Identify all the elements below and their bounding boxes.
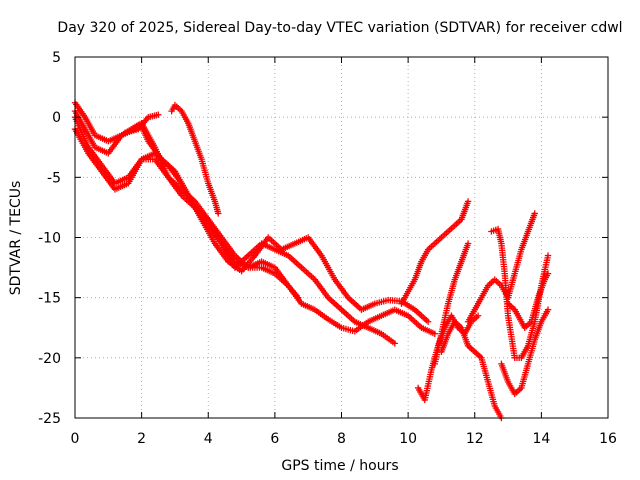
x-tick-label: 16 xyxy=(599,431,617,447)
x-tick-label: 4 xyxy=(204,431,213,447)
y-tick-label: 5 xyxy=(52,50,61,66)
chart-title: Day 320 of 2025, Sidereal Day-to-day VTE… xyxy=(57,20,622,36)
data-point xyxy=(431,330,438,337)
x-tick-label: 10 xyxy=(399,431,417,447)
data-point xyxy=(215,210,222,217)
x-axis-label: GPS time / hours xyxy=(281,458,398,474)
data-point xyxy=(294,294,302,301)
y-tick-label: -5 xyxy=(47,170,61,186)
data-point xyxy=(531,210,538,217)
data-point xyxy=(544,306,552,313)
data-point xyxy=(391,340,398,347)
x-tick-label: 6 xyxy=(270,431,279,447)
data-point xyxy=(155,111,162,118)
y-tick-label: -25 xyxy=(38,411,61,427)
y-tick-label: -10 xyxy=(38,231,61,247)
data-point xyxy=(424,318,432,325)
y-tick-label: -20 xyxy=(38,351,61,367)
data-point xyxy=(464,198,472,205)
data-point xyxy=(464,240,472,247)
x-tick-label: 14 xyxy=(532,431,550,447)
y-tick-label: 0 xyxy=(52,110,61,126)
x-tick-label: 2 xyxy=(137,431,146,447)
y-tick-label: -15 xyxy=(38,291,61,307)
data-point xyxy=(474,312,482,319)
data-point xyxy=(544,252,552,259)
data-points xyxy=(71,99,552,422)
x-tick-label: 8 xyxy=(337,431,346,447)
x-tick-label: 12 xyxy=(466,431,484,447)
data-point xyxy=(544,270,552,277)
ticks: 0 2 4 6 8 10 12 14 16 5 0 -5 -10 -15 -20 -25 xyxy=(38,50,617,447)
x-tick-label: 0 xyxy=(71,431,80,447)
y-axis-label: SDTVAR / TECUs xyxy=(8,181,24,296)
